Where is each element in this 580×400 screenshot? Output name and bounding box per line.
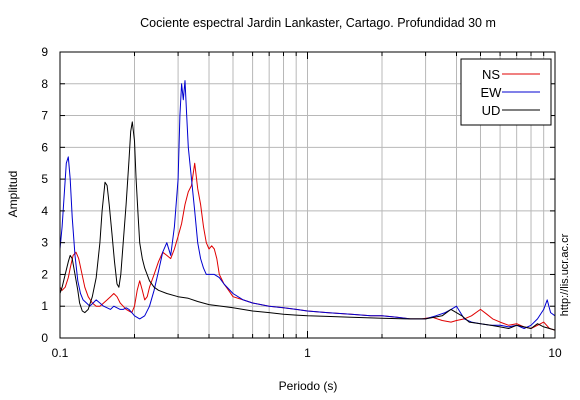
y-tick-label: 9	[41, 45, 48, 59]
legend-label-ud: UD	[482, 103, 501, 118]
grid-lines	[59, 51, 555, 339]
y-tick-label: 7	[41, 109, 48, 123]
legend-label-ew: EW	[481, 85, 503, 100]
legend-label-ns: NS	[482, 67, 500, 82]
y-tick-label: 8	[41, 77, 48, 91]
x-tick-label: 10	[548, 346, 562, 360]
y-tick-label: 2	[41, 267, 48, 281]
y-tick-label: 5	[41, 172, 48, 186]
series-line-ns	[59, 162, 556, 331]
series-line-ew	[59, 80, 556, 329]
series-line-ud	[59, 121, 556, 331]
y-tick-label: 1	[41, 299, 48, 313]
y-tick-label: 6	[41, 140, 48, 154]
x-axis-label: Periodo (s)	[279, 379, 338, 393]
x-tick-label: 1	[304, 346, 311, 360]
y-tick-label: 0	[41, 331, 48, 345]
chart-title: Cociente espectral Jardin Lankaster, Car…	[140, 16, 496, 30]
x-tick-label: 0.1	[52, 346, 69, 360]
watermark-url: http://lis.ucr.ac.cr	[559, 233, 571, 316]
series-layer	[59, 80, 556, 331]
legend: NS EW UD	[460, 58, 552, 126]
y-tick-label: 3	[41, 236, 48, 250]
y-axis-label: Amplitud	[6, 171, 20, 218]
y-tick-label: 4	[41, 204, 48, 218]
tick-layer: 0 1 2 3 4 5 6 7 8 9 0.1 1 10	[41, 45, 562, 360]
